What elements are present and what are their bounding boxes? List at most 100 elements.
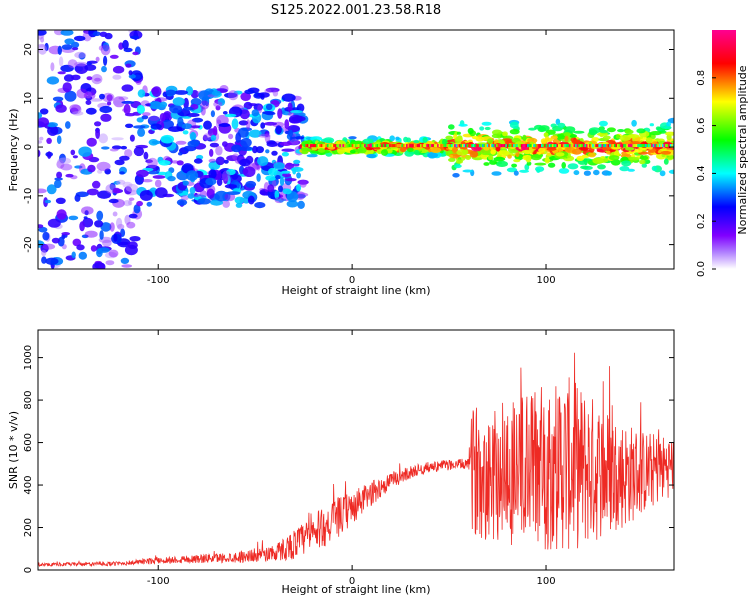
heatmap-cell	[565, 144, 569, 148]
heatmap-cell	[557, 122, 566, 129]
heatmap-cell	[544, 156, 550, 164]
heatmap-cell	[624, 144, 628, 148]
heatmap-cell	[615, 134, 620, 139]
heatmap-cell	[489, 144, 493, 148]
y-tick-label: 20	[23, 43, 34, 56]
snr-panel: -100 0 100 0 200 400 600 800 1000 Height of str…	[7, 329, 675, 596]
heatmap-cell	[471, 144, 474, 148]
heatmap-cell	[430, 147, 442, 154]
heatmap-cell	[278, 185, 283, 193]
heatmap-cell	[137, 127, 146, 137]
heatmap-cell	[479, 126, 485, 131]
heatmap-cell	[485, 144, 488, 148]
heatmap-cell	[513, 144, 516, 148]
heatmap-cell	[621, 160, 632, 167]
heatmap-cell	[527, 144, 530, 148]
heatmap-cell	[226, 191, 241, 196]
heatmap-cell	[108, 249, 119, 258]
heatmap-cell	[119, 171, 125, 175]
heatmap-cell	[44, 199, 52, 204]
y-tick-label: 0	[23, 144, 34, 150]
heatmap-cell	[128, 197, 135, 201]
heatmap-cell	[279, 141, 292, 146]
heatmap-cell	[125, 183, 139, 193]
heatmap-cell	[435, 144, 438, 148]
heatmap-cell	[83, 216, 88, 220]
colorbar-tick-label: 0.6	[696, 118, 707, 134]
heatmap-cell	[317, 148, 326, 153]
heatmap-cell	[265, 103, 273, 111]
heatmap-cell	[447, 144, 451, 148]
heatmap-cell	[634, 149, 643, 153]
heatmap-cell	[655, 144, 659, 148]
heatmap-cell	[603, 144, 606, 148]
heatmap-cell	[663, 144, 666, 148]
heatmap-cell	[296, 184, 302, 192]
heatmap-cell	[272, 90, 279, 97]
heatmap-cell	[325, 144, 328, 148]
heatmap-cell	[187, 140, 200, 148]
heatmap-cell	[541, 144, 544, 148]
heatmap-cell	[558, 144, 561, 148]
heatmap-cell	[306, 144, 310, 148]
heatmap-cell	[526, 161, 532, 166]
heatmap-cell	[121, 264, 133, 268]
heatmap-cell	[592, 157, 604, 164]
y-tick-label: -10	[23, 188, 34, 204]
heatmap-cell	[238, 120, 249, 126]
heatmap-cell	[84, 64, 97, 71]
heatmap-cell	[290, 167, 304, 172]
heatmap-cell	[570, 144, 573, 148]
heatmap-cell	[130, 35, 140, 40]
heatmap-cell	[55, 104, 67, 113]
heatmap-cell	[668, 169, 674, 174]
heatmap-cell	[461, 144, 465, 148]
heatmap-cell	[389, 144, 392, 148]
heatmap-cell	[96, 248, 103, 258]
heatmap-cell	[625, 146, 635, 151]
heatmap-cell	[651, 165, 658, 171]
heatmap-cell	[47, 125, 59, 136]
heatmap-cell	[606, 144, 609, 148]
heatmap-cell	[291, 115, 306, 122]
heatmap-cell	[275, 125, 282, 135]
heatmap-cell	[393, 144, 397, 148]
heatmap-cell	[545, 144, 549, 148]
heatmap-cell	[357, 144, 361, 148]
colorbar: 0.0 0.2 0.4 0.6 0.8 Normalized spectral ampl…	[696, 30, 749, 277]
heatmap-cell	[606, 150, 611, 155]
heatmap-cell	[451, 144, 454, 148]
heatmap-cell	[128, 213, 138, 219]
heatmap-cell	[488, 144, 491, 148]
x-tick-label: 100	[536, 576, 555, 587]
heatmap-cell	[628, 156, 640, 161]
heatmap-cell	[222, 170, 231, 182]
heatmap-cell	[390, 144, 393, 148]
heatmap-cell	[107, 101, 112, 106]
heatmap-cell	[87, 164, 96, 173]
heatmap-cell	[443, 144, 446, 148]
heatmap-cell	[176, 199, 188, 206]
heatmap-cell	[100, 222, 112, 232]
heatmap-cell	[544, 144, 547, 148]
heatmap-cell	[102, 92, 115, 103]
heatmap-cell	[169, 104, 183, 114]
heatmap-cell	[257, 156, 269, 167]
heatmap-cell	[649, 123, 654, 127]
heatmap-cell	[634, 144, 637, 148]
heatmap-cell	[224, 184, 237, 189]
heatmap-cell	[426, 144, 429, 148]
heatmap-cell	[448, 157, 456, 162]
heatmap-cell	[522, 144, 525, 148]
heatmap-cell	[353, 144, 356, 148]
heatmap-cell	[240, 137, 252, 148]
heatmap-cell	[95, 56, 100, 62]
heatmap-cell	[273, 162, 285, 170]
heatmap-cell	[133, 204, 141, 214]
heatmap-cell	[581, 144, 584, 148]
heatmap-cell	[491, 171, 502, 176]
x-tick-label: 0	[349, 275, 355, 286]
heatmap-cell	[74, 61, 88, 67]
heatmap-cell	[277, 108, 283, 119]
heatmap-cell	[99, 93, 105, 100]
